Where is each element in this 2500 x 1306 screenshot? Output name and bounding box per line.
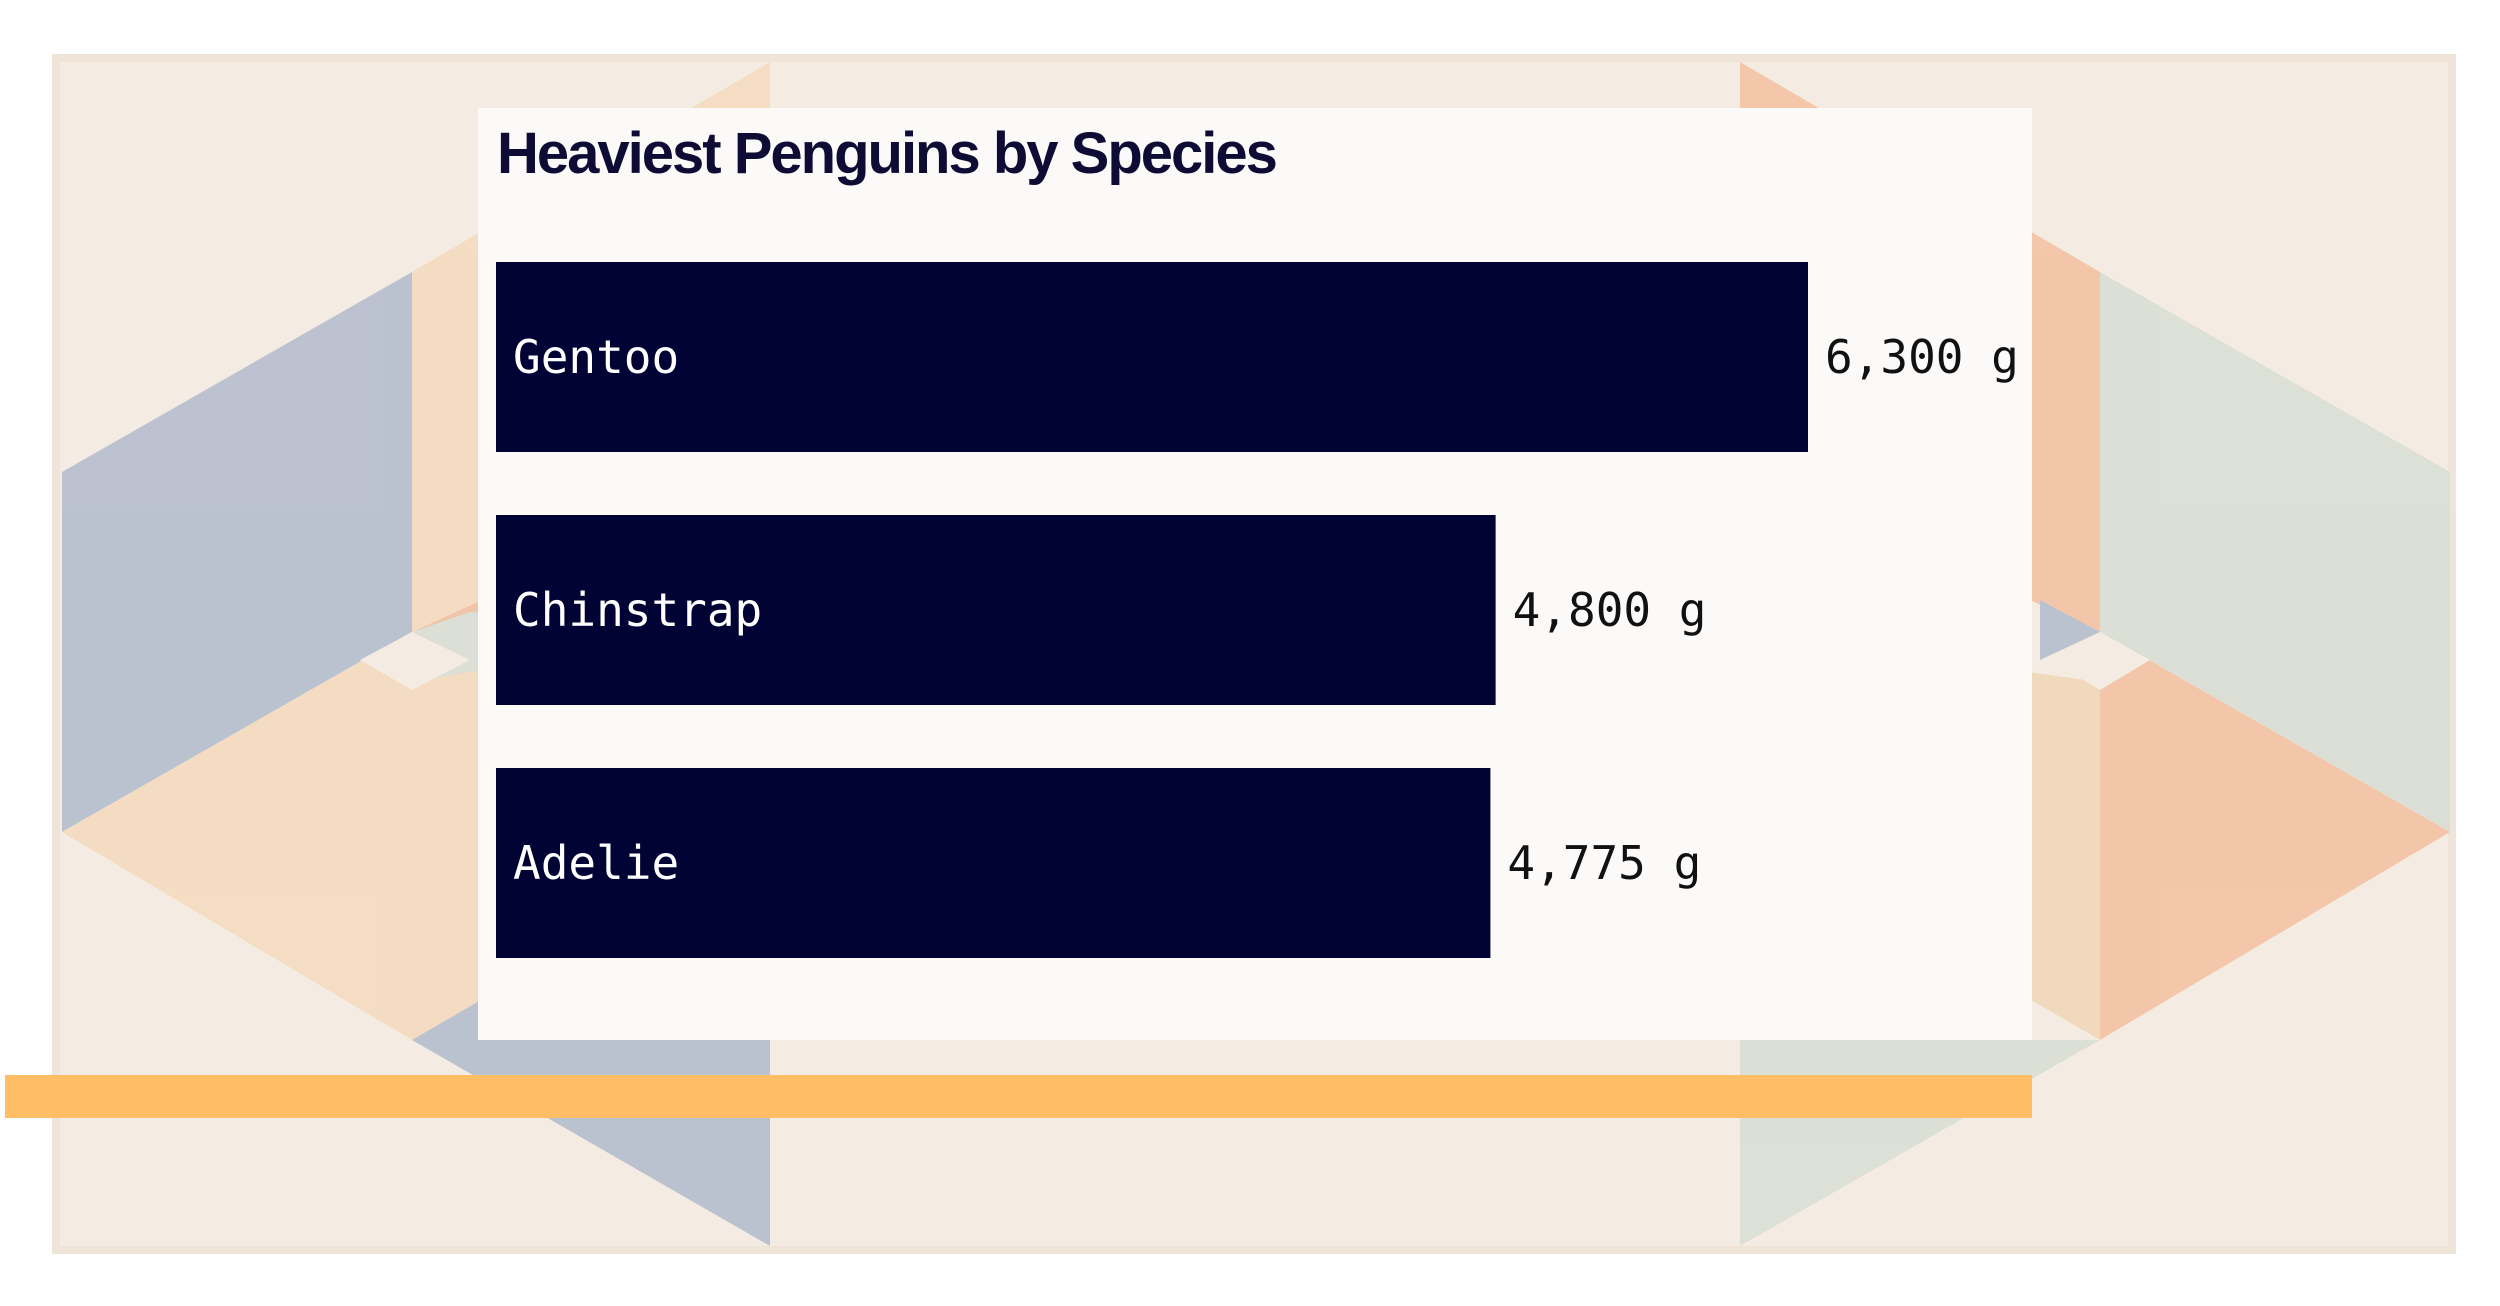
bar-category-label: Gentoo [513, 330, 679, 384]
chart-title: Heaviest Penguins by Species [497, 121, 1278, 186]
accent-bar [5, 1075, 2032, 1118]
bar-category-label: Adelie [513, 836, 679, 890]
bg-facet [2100, 272, 2450, 832]
bg-facet [360, 632, 470, 690]
bg-facet [62, 272, 412, 832]
bar-category-label: Chinstrap [513, 583, 762, 637]
bar-value-label: 4,775 g [1507, 836, 1701, 890]
bg-facet [2040, 600, 2100, 660]
bg-facet [2100, 632, 2450, 1040]
bar-value-label: 6,300 g [1825, 330, 2019, 384]
bar-gentoo [496, 262, 1808, 452]
bar-value-label: 4,800 g [1513, 583, 1707, 637]
bar-adelie [496, 768, 1491, 958]
bg-facet [2050, 632, 2150, 690]
bar-chinstrap [496, 515, 1496, 705]
